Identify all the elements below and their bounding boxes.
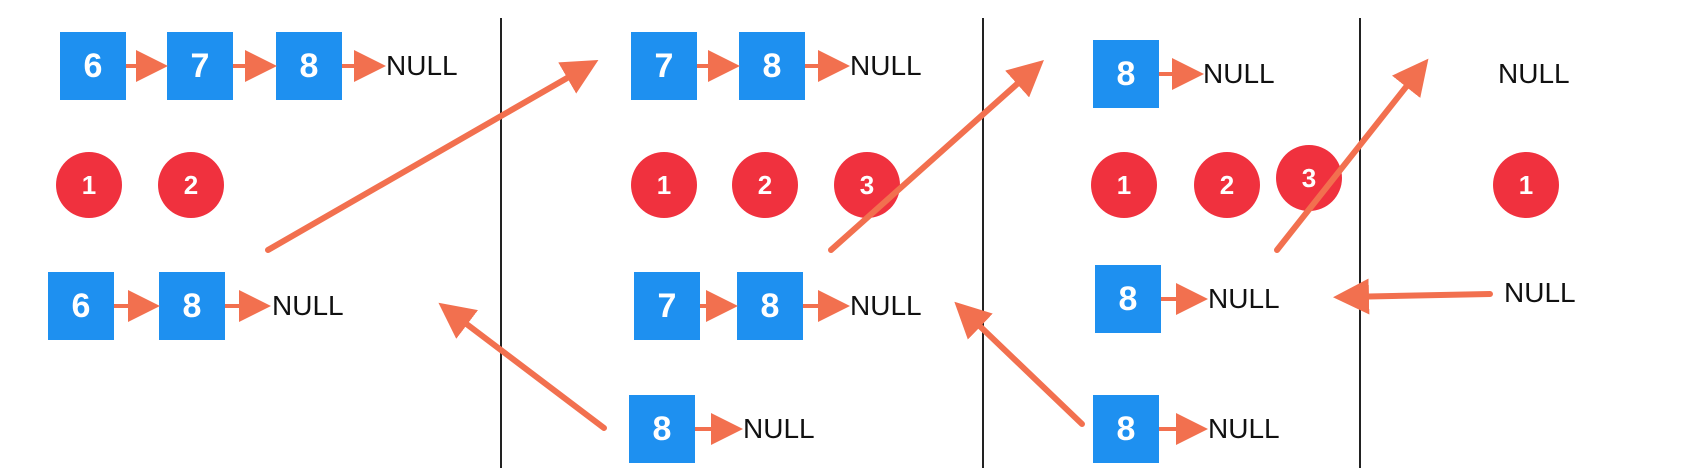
- null-label: NULL: [1208, 413, 1280, 444]
- step-badge: 3: [834, 152, 900, 218]
- list-node: 8: [1093, 395, 1159, 463]
- return-arrow-icon: [1333, 278, 1493, 315]
- null-label: NULL: [850, 50, 922, 81]
- step-badge: 1: [631, 152, 697, 218]
- null-label: NULL: [1504, 277, 1576, 308]
- null-label: NULL: [743, 413, 815, 444]
- list-node: 8: [737, 272, 803, 340]
- null-label: NULL: [386, 50, 458, 81]
- list-node: 8: [276, 32, 342, 100]
- step-badge: 2: [732, 152, 798, 218]
- list-node: 8: [1095, 265, 1161, 333]
- list-node: 7: [634, 272, 700, 340]
- step-badge: 2: [1194, 152, 1260, 218]
- list-node: 7: [631, 32, 697, 100]
- return-arrow-icon: [828, 60, 1044, 253]
- step-badge: 1: [1091, 152, 1157, 218]
- step-badge: 1: [56, 152, 122, 218]
- list-node: 8: [1093, 40, 1159, 108]
- return-arrow-icon: [438, 302, 607, 431]
- null-label: NULL: [272, 290, 344, 321]
- null-label: NULL: [1498, 58, 1570, 89]
- null-label: NULL: [1208, 283, 1280, 314]
- list-node: 8: [629, 395, 695, 463]
- panel-divider: [1359, 18, 1361, 468]
- list-node: 6: [60, 32, 126, 100]
- panel-divider: [500, 18, 502, 468]
- return-arrow-icon: [954, 301, 1085, 427]
- panel-divider: [982, 18, 984, 468]
- step-badge: 3: [1276, 145, 1342, 211]
- step-badge: 1: [1493, 152, 1559, 218]
- list-node: 7: [167, 32, 233, 100]
- list-node: 6: [48, 272, 114, 340]
- return-arrow-icon: [265, 60, 599, 253]
- null-label: NULL: [1203, 58, 1275, 89]
- return-arrow-icon: [1274, 58, 1429, 253]
- step-badge: 2: [158, 152, 224, 218]
- list-node: 8: [739, 32, 805, 100]
- null-label: NULL: [850, 290, 922, 321]
- list-node: 8: [159, 272, 225, 340]
